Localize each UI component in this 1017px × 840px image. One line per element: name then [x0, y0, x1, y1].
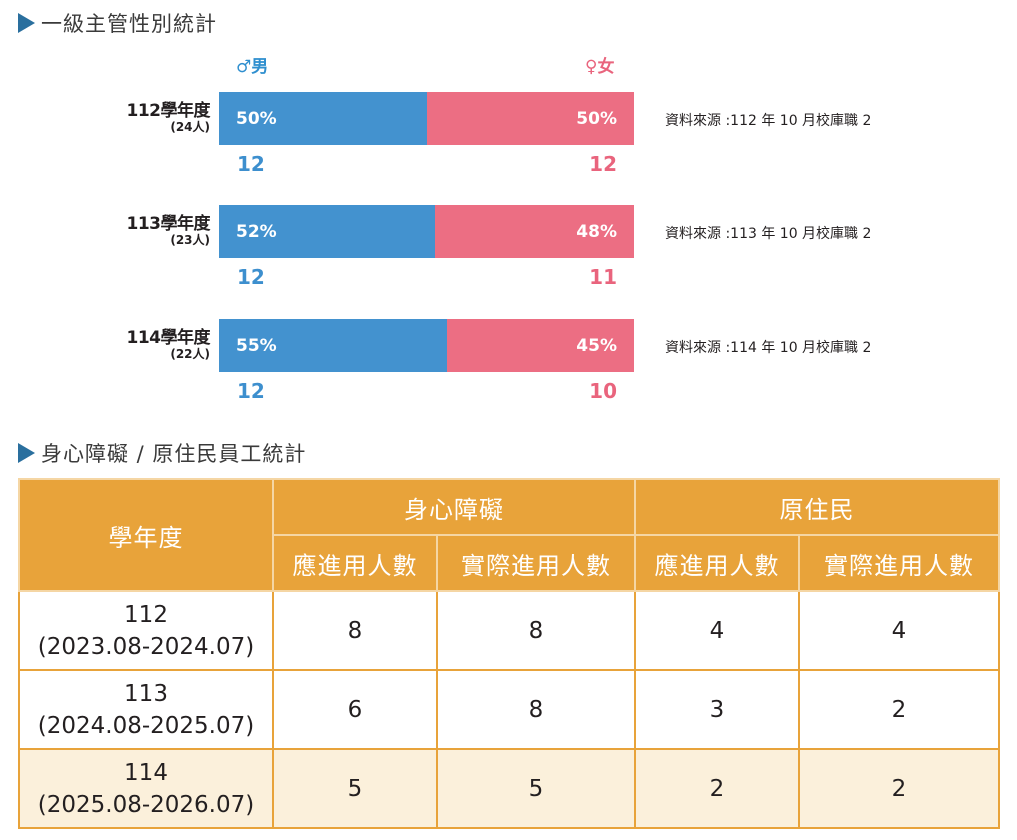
legend-male: ♂男 — [236, 57, 269, 77]
count-male: 12 — [237, 265, 265, 289]
bar-female: 48% — [434, 205, 634, 258]
count-female: 11 — [589, 265, 617, 289]
header-indigenous: 原住民 — [634, 478, 1000, 536]
year-label-main: 114學年度 — [126, 328, 211, 348]
year-label-total: (23人) — [170, 233, 210, 247]
row-year: 114 (2025.08-2026.07) — [18, 748, 274, 829]
year-label-total: (22人) — [170, 347, 210, 361]
stacked-bar: 52% 48% — [219, 205, 634, 258]
table-cell: 5 — [436, 748, 636, 829]
staff-stats-table: 學年度 身心障礙 原住民 應進用人數 實際進用人數 應進用人數 實際進用人數 1… — [18, 478, 1000, 829]
header-sub: 應進用人數 — [634, 534, 800, 592]
count-female: 10 — [589, 379, 617, 403]
year-number: 114 — [124, 759, 168, 786]
header-sub: 應進用人數 — [272, 534, 438, 592]
table-section-title-text: 身心障礙 / 原住民員工統計 — [41, 442, 307, 466]
header-sub: 實際進用人數 — [798, 534, 1000, 592]
year-number: 113 — [124, 680, 168, 707]
count-male: 12 — [237, 152, 265, 176]
table-cell: 2 — [634, 748, 800, 829]
table-cell: 4 — [634, 590, 800, 671]
year-period: (2024.08-2025.07) — [37, 712, 255, 739]
data-source-note: 資料來源 :113 年 10 月校庫職 2 — [665, 226, 872, 242]
table-row: 114 (2025.08-2026.07) 5 5 2 2 — [18, 748, 1000, 829]
year-label-main: 113學年度 — [126, 214, 211, 234]
data-source-note: 資料來源 :114 年 10 月校庫職 2 — [665, 340, 872, 356]
section-arrow-icon — [18, 443, 35, 463]
table-cell: 6 — [272, 669, 438, 750]
year-number: 112 — [124, 601, 168, 628]
count-female: 12 — [589, 152, 617, 176]
table-row: 112 (2023.08-2024.07) 8 8 4 4 — [18, 590, 1000, 671]
bar-male: 50% — [219, 92, 427, 145]
row-year: 113 (2024.08-2025.07) — [18, 669, 274, 750]
table-cell: 8 — [436, 590, 636, 671]
table-row: 113 (2024.08-2025.07) 6 8 3 2 — [18, 669, 1000, 750]
bar-male: 52% — [219, 205, 435, 258]
stacked-bar: 50% 50% — [219, 92, 634, 145]
stacked-bar: 55% 45% — [219, 319, 634, 372]
year-label-main: 112學年度 — [126, 101, 211, 121]
table-cell: 8 — [436, 669, 636, 750]
gender-section-title-text: 一級主管性別統計 — [41, 12, 217, 36]
year-label: 113學年度 (23人) — [0, 209, 211, 247]
gender-section-title: 一級主管性別統計 — [18, 8, 217, 38]
bar-female: 50% — [426, 92, 634, 145]
year-period: (2023.08-2024.07) — [37, 633, 255, 660]
year-label: 112學年度 (24人) — [0, 96, 211, 134]
year-period: (2025.08-2026.07) — [37, 791, 255, 818]
year-label: 114學年度 (22人) — [0, 323, 211, 361]
table-cell: 8 — [272, 590, 438, 671]
table-section-title: 身心障礙 / 原住民員工統計 — [18, 438, 306, 468]
header-year: 學年度 — [18, 478, 274, 592]
section-arrow-icon — [18, 13, 35, 33]
year-label-total: (24人) — [170, 120, 210, 134]
header-sub: 實際進用人數 — [436, 534, 636, 592]
bar-female: 45% — [447, 319, 634, 372]
table-cell: 2 — [798, 748, 1000, 829]
table-cell: 2 — [798, 669, 1000, 750]
header-disability: 身心障礙 — [272, 478, 636, 536]
table-cell: 5 — [272, 748, 438, 829]
count-male: 12 — [237, 379, 265, 403]
bar-male: 55% — [219, 319, 448, 372]
data-source-note: 資料來源 :112 年 10 月校庫職 2 — [665, 113, 872, 129]
legend-female: ♀女 — [585, 57, 615, 77]
row-year: 112 (2023.08-2024.07) — [18, 590, 274, 671]
table-cell: 3 — [634, 669, 800, 750]
table-cell: 4 — [798, 590, 1000, 671]
